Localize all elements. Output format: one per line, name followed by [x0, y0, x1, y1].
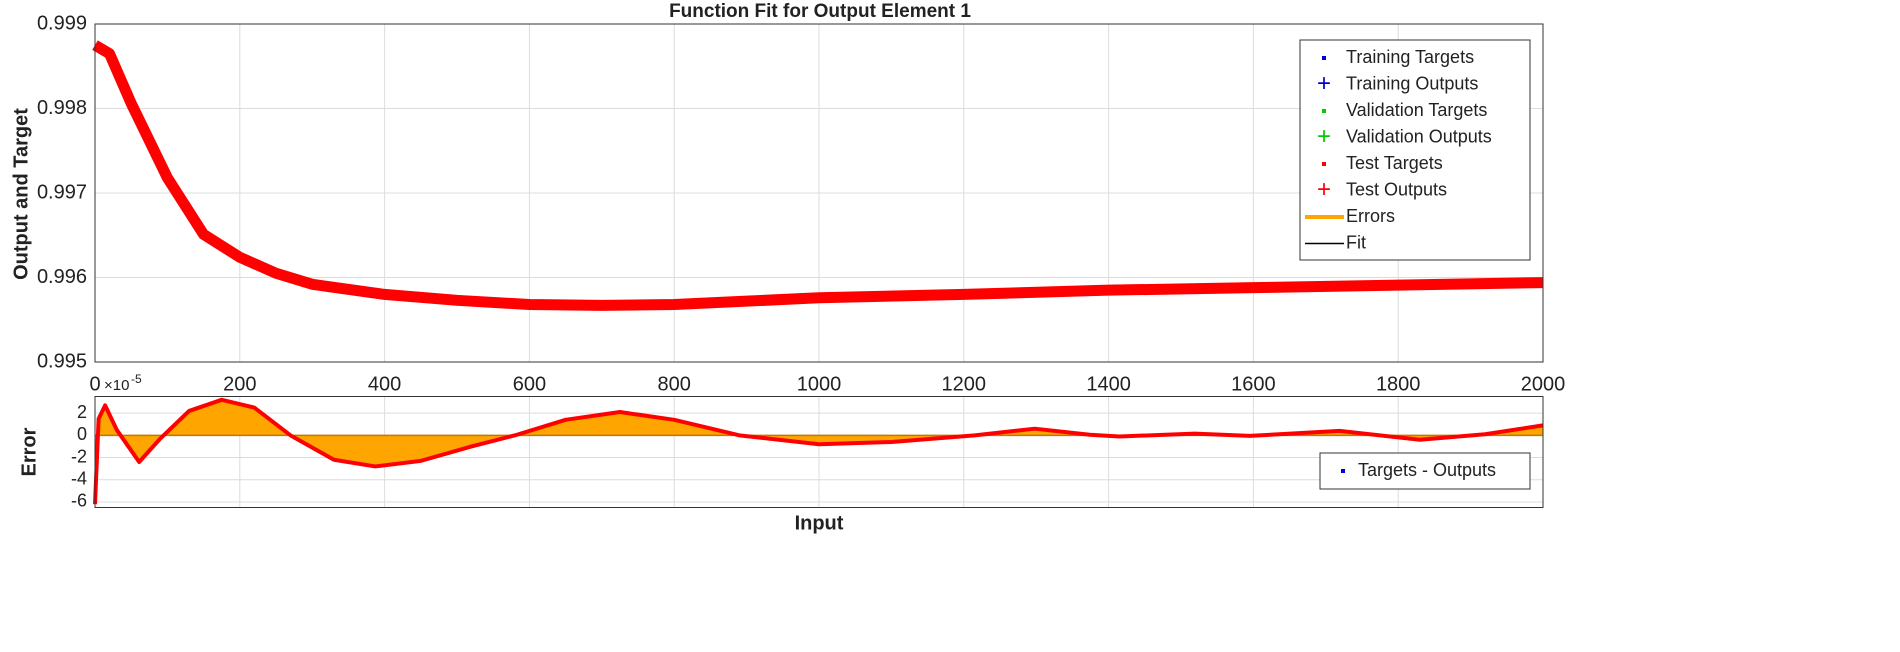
- y-tick-label: -6: [71, 491, 87, 511]
- chart-title: Function Fit for Output Element 1: [669, 1, 971, 22]
- y-tick-label: 0: [77, 424, 87, 444]
- x-tick-label: 2000: [1521, 373, 1566, 395]
- y-multiplier: ×10: [104, 377, 129, 394]
- x-tick-label: 200: [223, 373, 256, 395]
- y-multiplier-power: -5: [131, 372, 142, 386]
- y-tick-label: 0.998: [37, 97, 87, 119]
- y-axis-label: Error: [18, 427, 40, 476]
- x-tick-label: 600: [513, 373, 546, 395]
- y-tick-label: 2: [77, 402, 87, 422]
- data-line: [92, 40, 1544, 311]
- x-tick-label: 1400: [1086, 373, 1131, 395]
- legend-marker: [1341, 469, 1345, 473]
- legend-label: Test Targets: [1346, 153, 1443, 173]
- legend-marker: [1322, 162, 1326, 166]
- error-area: [95, 399, 1543, 505]
- legend-label: Errors: [1346, 206, 1395, 226]
- legend-label: Fit: [1346, 232, 1366, 252]
- x-tick-label: 1800: [1376, 373, 1421, 395]
- legend-box: [1299, 39, 1531, 261]
- y-tick-label: 0.999: [37, 12, 87, 34]
- y-tick-label: -2: [71, 446, 87, 466]
- legend-label: Training Outputs: [1346, 73, 1478, 93]
- legend-marker: [1322, 109, 1326, 113]
- x-tick-label: 800: [658, 373, 691, 395]
- y-tick-label: 0.996: [37, 266, 87, 288]
- x-axis-label: Input: [795, 512, 844, 534]
- y-tick-label: -4: [71, 469, 87, 489]
- legend-label: Test Outputs: [1346, 179, 1447, 199]
- legend-marker: +: [1317, 70, 1331, 97]
- y-axis-label: Output and Target: [10, 108, 32, 280]
- y-tick-label: 0.995: [37, 350, 87, 372]
- x-tick-label: 400: [368, 373, 401, 395]
- legend-label: Validation Targets: [1346, 100, 1487, 120]
- x-tick-label: 1600: [1231, 373, 1276, 395]
- y-tick-label: 0.997: [37, 181, 87, 203]
- legend-label: Targets - Outputs: [1358, 460, 1496, 480]
- legend-marker: +: [1317, 123, 1331, 150]
- error-line: [93, 397, 1544, 505]
- legend-marker: [1322, 56, 1326, 60]
- legend-box: [1319, 452, 1531, 490]
- x-tick-label: 1000: [797, 373, 842, 395]
- x-tick-label: 1200: [942, 373, 987, 395]
- axes-frame: [94, 23, 1544, 363]
- axes-frame: [94, 396, 1544, 508]
- legend-label: Training Targets: [1346, 47, 1474, 67]
- legend-marker: +: [1317, 176, 1331, 203]
- legend-label: Validation Outputs: [1346, 126, 1492, 146]
- x-tick-label: 0: [89, 373, 100, 395]
